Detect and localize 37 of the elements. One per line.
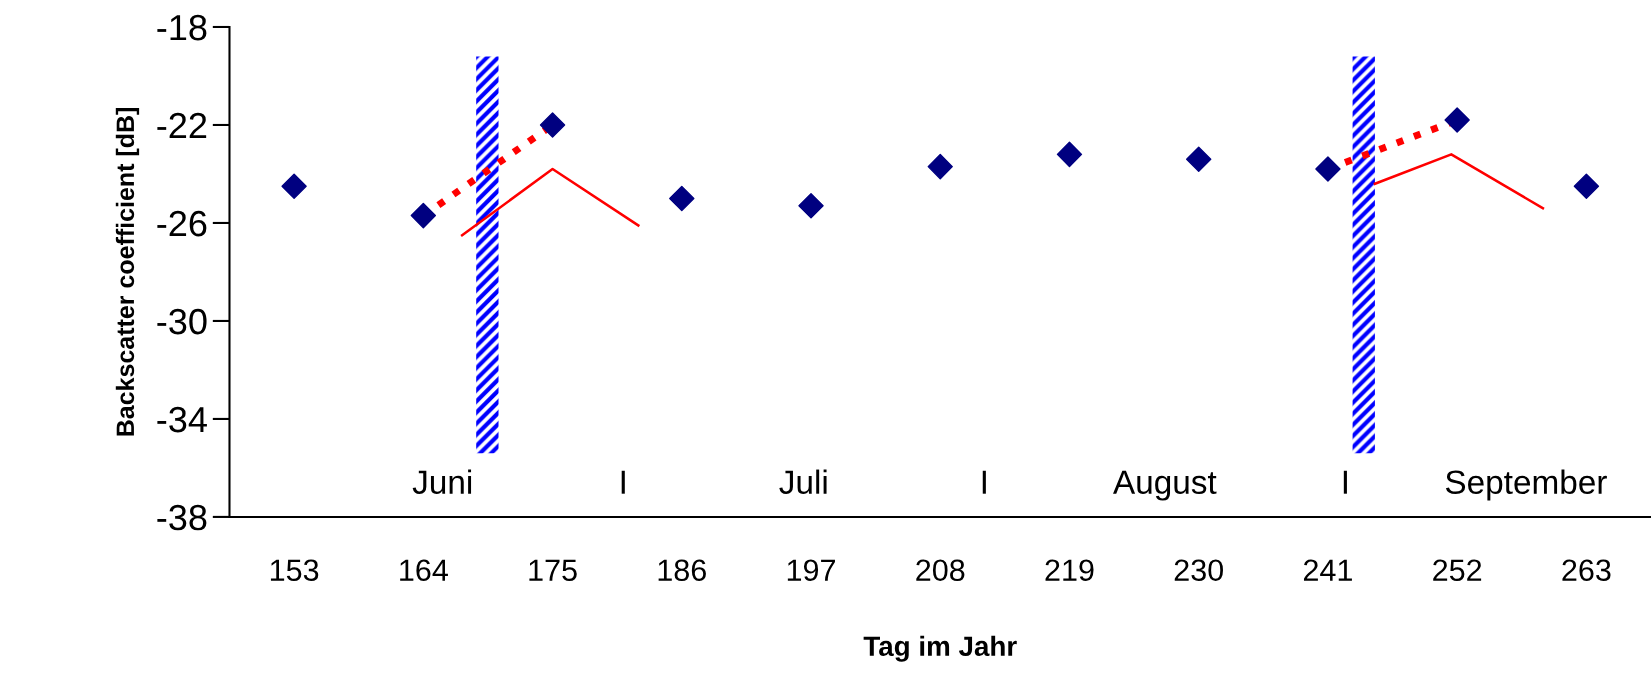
y-tick-label: -22 — [157, 112, 207, 139]
point — [1056, 141, 1083, 168]
annotation: I — [621, 470, 625, 494]
x-tick-label: 219 — [1045, 559, 1094, 582]
x-tick-label: 186 — [658, 559, 706, 582]
y-tick-label: -34 — [157, 406, 207, 433]
point — [1444, 107, 1470, 133]
x-tick-label: 230 — [1174, 559, 1223, 582]
point — [669, 185, 695, 212]
point — [927, 153, 953, 180]
x-tick-label: 252 — [1433, 559, 1482, 582]
x-tick-label: 175 — [529, 559, 577, 582]
point — [1315, 156, 1341, 182]
point — [1185, 146, 1212, 172]
point — [281, 173, 307, 199]
y-tick-label: -26 — [157, 210, 207, 237]
y-tick-label: -30 — [157, 308, 207, 335]
point — [410, 202, 437, 229]
y-tick-label: -38 — [157, 504, 207, 531]
annotation: August — [1113, 470, 1217, 501]
annotation: Juni — [412, 469, 472, 495]
annotation: Juli — [779, 469, 827, 495]
x-tick-label: 153 — [270, 559, 319, 582]
point — [539, 112, 566, 138]
x-axis-title: Tag im Jahr — [863, 635, 1017, 662]
annotation: September — [1445, 469, 1607, 501]
point — [798, 193, 824, 219]
y-axis-title: Backscatter coefficient [dB] — [115, 108, 140, 436]
x-tick-label: 208 — [916, 559, 965, 582]
x-tick-label: 164 — [400, 559, 448, 582]
y-tick-label: -18 — [157, 14, 207, 41]
point — [1573, 173, 1600, 199]
annotation: I — [982, 470, 986, 494]
annotation: I — [1343, 470, 1347, 494]
x-tick-label: 197 — [787, 559, 835, 582]
x-tick-label: 241 — [1303, 559, 1352, 581]
x-tick-label: 263 — [1562, 559, 1611, 582]
